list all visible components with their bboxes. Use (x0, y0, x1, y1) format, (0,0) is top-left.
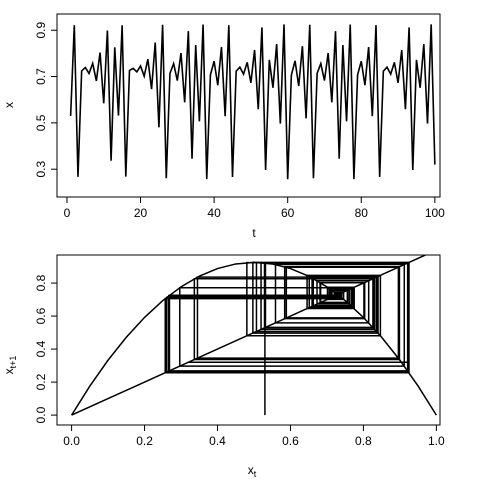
y-tick-label: 0.2 (34, 373, 48, 390)
x-tick-label: 1.0 (428, 434, 445, 448)
x-tick-label: 100 (425, 206, 445, 220)
x-tick-label: 20 (134, 206, 148, 220)
plot-frame (56, 254, 441, 426)
x-tick-label: 0.4 (209, 434, 226, 448)
y-tick-label: 0.4 (34, 340, 48, 357)
x-tick-label: 0.2 (136, 434, 153, 448)
label-main: x (248, 463, 254, 477)
x-tick-label: 0 (64, 206, 71, 220)
y-tick-label: 0.6 (34, 307, 48, 324)
x-tick-label: 40 (207, 206, 221, 220)
cobweb (164, 261, 410, 374)
label-sub: t (254, 469, 257, 479)
y-axis-label: xt+1 (2, 356, 18, 375)
x-tick-label: 0.6 (282, 434, 299, 448)
x-tick-label: 80 (355, 206, 369, 220)
y-tick-label: 0.5 (34, 114, 48, 131)
label-main: x (2, 368, 16, 374)
y-tick-label: 0.3 (34, 161, 48, 178)
x-axis-label: xt (248, 463, 257, 479)
y-tick-label: 0.8 (34, 274, 48, 291)
x-axis-label: t (252, 226, 256, 240)
map-curve (70, 261, 437, 416)
series-line (69, 24, 436, 180)
label-sub: t+1 (8, 356, 18, 369)
x-tick-label: 0.8 (355, 434, 372, 448)
x-tick-label: 0.0 (63, 434, 80, 448)
y-tick-label: 0.0 (34, 406, 48, 423)
plot-frame (56, 13, 441, 198)
y-axis-label: x (2, 102, 16, 108)
y-tick-label: 0.7 (34, 68, 48, 85)
x-tick-label: 60 (281, 206, 295, 220)
y-tick-label: 0.9 (34, 22, 48, 39)
